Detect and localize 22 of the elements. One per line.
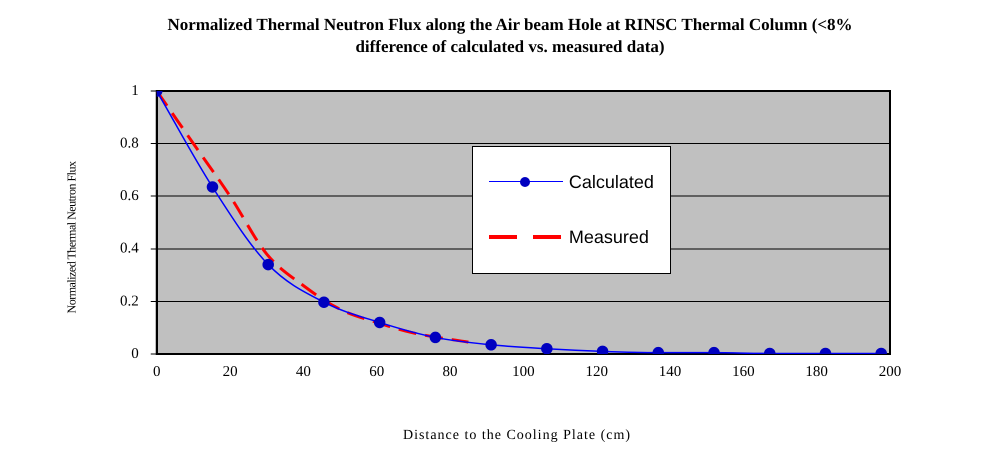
x-tick-label: 80: [442, 364, 458, 380]
y-tick-label: 0.6: [120, 188, 140, 204]
x-tick-label: 120: [585, 364, 608, 380]
y-tick-label: 0.2: [120, 293, 139, 310]
x-tick-label: 0: [153, 364, 160, 380]
y-tick-label: 0.4: [120, 240, 140, 257]
y-tick-label: 0.8: [120, 136, 139, 152]
legend-label: Calculated: [568, 172, 654, 192]
x-tick-label: 160: [732, 364, 755, 380]
x-tick-label: 140: [658, 364, 682, 380]
y-tick-label: 0: [131, 346, 139, 362]
x-tick-label: 60: [369, 364, 384, 380]
legend-label: Measured: [568, 226, 649, 248]
x-tick-label: 40: [296, 364, 311, 380]
x-tick-label: 100: [512, 364, 535, 380]
chart-title: Normalized Thermal Neutron Flux along the Air beam Hole at RINSC Thermal Column (<8% difference of calculated vs. measured data): [166, 14, 854, 58]
y-tick-label: 1: [131, 82, 139, 99]
x-tick-label: 200: [878, 364, 902, 380]
x-tick-label: 180: [805, 364, 828, 380]
x-axis-title: Distance to the Cooling Plate (cm): [402, 428, 632, 444]
x-tick-label: 20: [222, 364, 238, 380]
y-axis-title: Normalized Thermal Neutron Flux: [64, 160, 80, 316]
